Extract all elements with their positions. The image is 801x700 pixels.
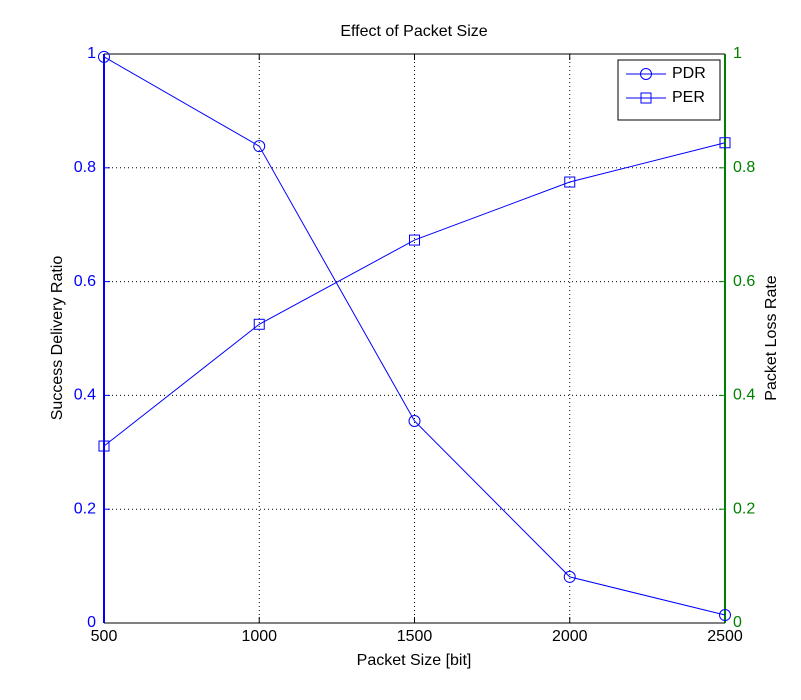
y-tick-label: 0.8 bbox=[74, 159, 96, 176]
data-line bbox=[103, 142, 726, 447]
x-tick-label: 2500 bbox=[707, 628, 743, 645]
legend-label: PER bbox=[672, 89, 705, 106]
marker bbox=[563, 570, 576, 583]
marker bbox=[408, 415, 421, 428]
y2-tick-label: 0.6 bbox=[733, 273, 755, 290]
marker bbox=[98, 50, 110, 63]
y2-tick-label: 0 bbox=[733, 614, 742, 631]
y2-tick-label: 0.8 bbox=[733, 159, 755, 176]
y-tick-label: 1 bbox=[87, 45, 96, 62]
marker bbox=[564, 176, 576, 188]
y-tick-label: 0.4 bbox=[74, 387, 96, 404]
chart-title: Effect of Packet Size bbox=[340, 23, 487, 40]
x-tick-label: 500 bbox=[91, 628, 118, 645]
marker bbox=[640, 92, 652, 104]
marker bbox=[253, 140, 266, 153]
x-tick-label: 1500 bbox=[397, 628, 433, 645]
marker bbox=[640, 68, 652, 80]
legend-box bbox=[617, 59, 721, 121]
y2-tick-label: 1 bbox=[733, 45, 742, 62]
x-tick-label: 2000 bbox=[552, 628, 588, 645]
marker bbox=[253, 318, 265, 330]
data-line bbox=[103, 56, 726, 616]
x-axis-label: Packet Size [bit] bbox=[357, 652, 472, 669]
marker bbox=[98, 440, 110, 452]
y2-tick-label: 0.4 bbox=[733, 387, 755, 404]
y-tick-label: 0 bbox=[87, 614, 96, 631]
y-tick-label: 0.6 bbox=[74, 273, 96, 290]
x-tick-label: 1000 bbox=[241, 628, 277, 645]
y-tick-label: 0.2 bbox=[74, 500, 96, 517]
y2-axis-label: Packet Loss Rate bbox=[763, 275, 780, 401]
y-axis-label: Success Delivery Ratio bbox=[49, 256, 66, 421]
legend-label: PDR bbox=[672, 65, 706, 82]
y2-tick-label: 0.2 bbox=[733, 500, 755, 517]
marker bbox=[719, 609, 731, 622]
marker bbox=[719, 137, 731, 149]
marker bbox=[409, 234, 420, 246]
